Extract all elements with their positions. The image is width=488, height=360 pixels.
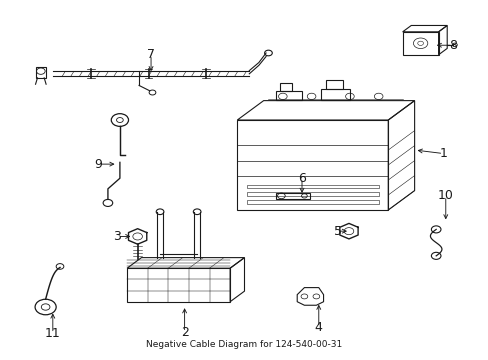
Text: 10: 10: [437, 189, 453, 202]
Text: 3: 3: [113, 230, 121, 243]
Text: 8: 8: [448, 39, 456, 52]
Text: 4: 4: [314, 321, 322, 334]
Text: Negative Cable Diagram for 124-540-00-31: Negative Cable Diagram for 124-540-00-31: [146, 339, 342, 348]
Text: 5: 5: [333, 225, 341, 238]
Text: 11: 11: [45, 327, 61, 340]
Text: 6: 6: [298, 172, 305, 185]
Text: 7: 7: [147, 48, 155, 61]
Text: 2: 2: [180, 326, 188, 339]
Text: 1: 1: [439, 147, 447, 160]
Text: 9: 9: [94, 158, 102, 171]
